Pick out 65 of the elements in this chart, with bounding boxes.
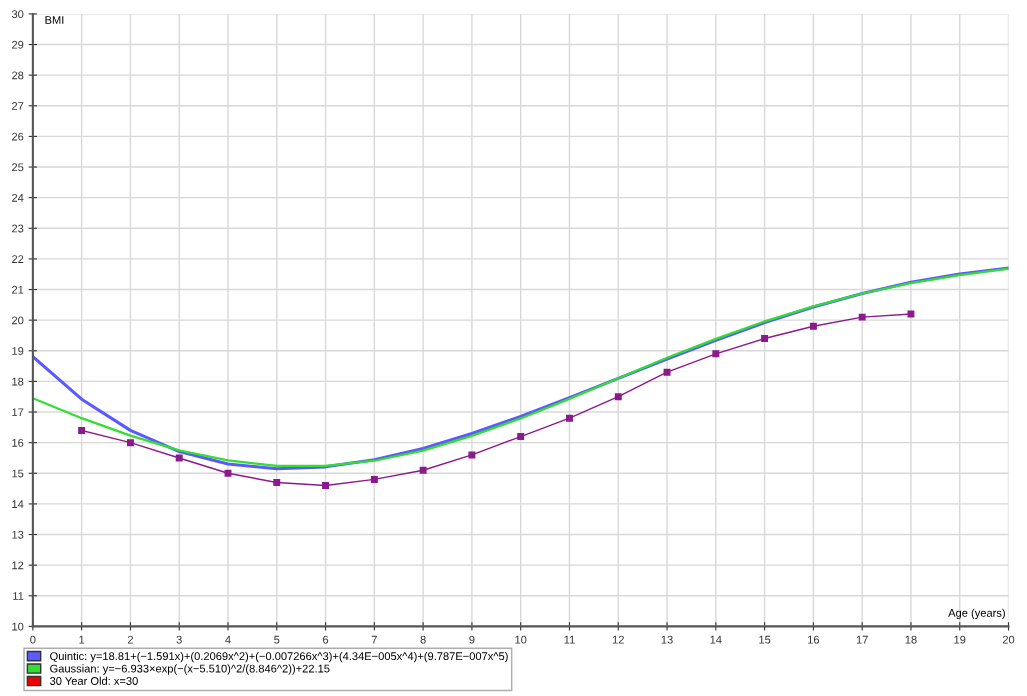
x-axis-title: Age (years) xyxy=(948,608,1005,620)
y-axis-title: BMI xyxy=(45,16,64,24)
x-tick-label: 9 xyxy=(469,635,475,644)
point xyxy=(78,426,86,434)
x-tick-label: 19 xyxy=(954,635,966,644)
point xyxy=(370,475,378,483)
y-tick-label: 28 xyxy=(12,71,24,80)
point xyxy=(419,466,427,474)
x-tick-label: 5 xyxy=(274,635,280,644)
y-tick-label: 20 xyxy=(12,316,24,325)
point xyxy=(322,482,330,490)
legend-label: Gaussian: y=−6.933×exp(−(x−5.510)^2/(8.846^2))+22.15 xyxy=(50,664,330,675)
point xyxy=(126,439,134,447)
x-tick-label: 13 xyxy=(661,635,673,644)
y-tick-label: 30 xyxy=(11,10,24,19)
x-tick-label: 17 xyxy=(856,635,868,644)
y-tick-label: 21 xyxy=(12,285,24,294)
point xyxy=(761,335,769,343)
x-tick-label: 10 xyxy=(515,635,527,644)
point xyxy=(517,433,525,441)
y-tick-label: 13 xyxy=(12,530,24,539)
x-tick-label: 8 xyxy=(420,635,426,644)
x-tick-label: 16 xyxy=(808,635,820,644)
x-tick-label: 1 xyxy=(79,635,85,644)
y-tick-label: 18 xyxy=(12,377,24,386)
y-tick-label: 14 xyxy=(12,500,24,508)
point xyxy=(858,313,866,321)
y-tick-label: 15 xyxy=(12,469,24,478)
point xyxy=(565,414,573,422)
x-tick-label: 7 xyxy=(371,635,377,644)
point xyxy=(712,350,720,358)
point xyxy=(273,478,281,486)
x-tick-label: 0 xyxy=(30,635,36,644)
y-tick-label: 10 xyxy=(12,622,24,631)
point xyxy=(614,393,622,401)
text: 30 Year Old: x=30 xyxy=(50,676,138,685)
y-tick-label: 27 xyxy=(12,102,24,110)
x-tick-label: 18 xyxy=(905,635,917,644)
point xyxy=(468,451,476,459)
x-tick-label: 15 xyxy=(759,635,771,644)
point xyxy=(809,322,817,330)
y-tick-label: 11 xyxy=(13,592,24,600)
y-tick-label: 25 xyxy=(12,163,24,172)
x-tick-label: 4 xyxy=(225,635,231,644)
y-tick-label: 29 xyxy=(12,40,24,49)
point xyxy=(224,469,232,477)
x-tick-label: 20 xyxy=(1002,635,1015,644)
x-tick-label: 2 xyxy=(127,635,133,644)
legend-label: Quintic: y=18.81+(−1.591x)+(0.2069x^2)+(−0.007266x^3)+(4.34E−005x^4)+(9.787E−007x^5) xyxy=(50,651,508,663)
x-tick-label: 3 xyxy=(176,635,182,644)
y-tick-label: 23 xyxy=(12,224,24,233)
x-tick-label: 12 xyxy=(612,635,624,644)
y-tick-label: 22 xyxy=(12,255,24,263)
y-tick-label: 16 xyxy=(12,438,24,447)
y-tick-label: 26 xyxy=(12,132,24,141)
x-tick-label: 11 xyxy=(564,635,575,644)
point xyxy=(175,454,183,462)
y-tick-label: 17 xyxy=(12,408,24,417)
x-tick-label: 6 xyxy=(323,635,329,644)
y-tick-label: 12 xyxy=(12,561,24,570)
point xyxy=(663,368,671,376)
point xyxy=(907,310,915,318)
x-tick-label: 14 xyxy=(710,635,722,644)
y-tick-label: 19 xyxy=(12,347,24,355)
y-tick-label: 24 xyxy=(12,193,24,202)
